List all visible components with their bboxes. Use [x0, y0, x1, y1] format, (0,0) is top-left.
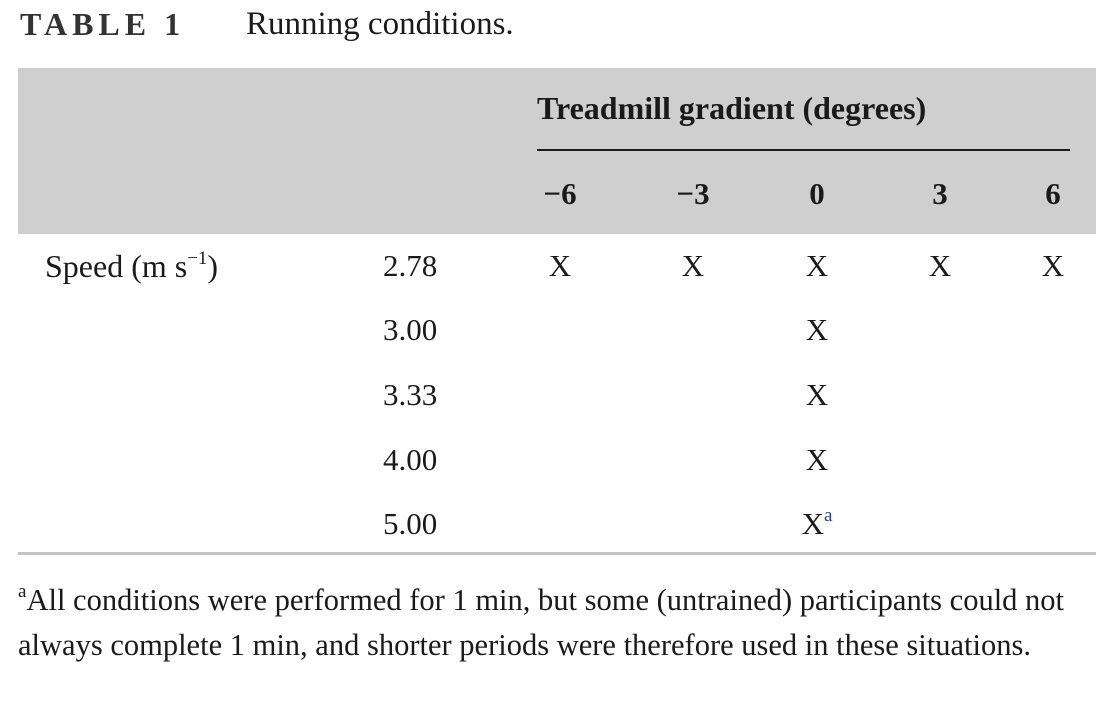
- row-header-text: Speed (m s: [45, 248, 188, 284]
- cell: X: [806, 312, 828, 348]
- speed-value: 4.00: [383, 442, 438, 477]
- cell: X: [806, 377, 828, 413]
- cell: X: [806, 442, 828, 478]
- cell: X: [549, 248, 571, 284]
- cell-mark: X: [1041, 248, 1065, 283]
- column-header: −3: [676, 176, 710, 211]
- column-header: 3: [932, 176, 948, 211]
- column-header: 0: [809, 176, 825, 211]
- header-band: [18, 68, 1096, 234]
- speed-value: 2.78: [383, 248, 438, 283]
- table-label: TABLE 1: [20, 6, 186, 42]
- footnote-mark: a: [18, 581, 27, 602]
- cell: X: [682, 248, 704, 284]
- cell-mark: X: [928, 248, 952, 283]
- group-rule: [537, 149, 1070, 151]
- cell: Xa: [802, 506, 833, 542]
- cell-mark: X: [805, 442, 829, 477]
- cell-mark: X: [805, 248, 829, 283]
- column-header: −6: [543, 176, 577, 211]
- speed-value: 5.00: [383, 506, 438, 541]
- group-header: Treadmill gradient (degrees): [537, 90, 927, 126]
- row-header-superscript: −1: [187, 248, 208, 269]
- column-header: 6: [1045, 176, 1061, 211]
- cell-mark: X: [805, 312, 829, 347]
- cell: X: [929, 248, 951, 284]
- footnote-text: All conditions were performed for 1 min,…: [18, 583, 1065, 662]
- row-header-suffix: ): [207, 248, 219, 284]
- cell-note: a: [823, 505, 833, 526]
- cell-mark: X: [801, 506, 824, 541]
- footnote: aAll conditions were performed for 1 min…: [18, 578, 1098, 668]
- cell: X: [806, 248, 828, 284]
- cell: X: [1042, 248, 1064, 284]
- cell-mark: X: [681, 248, 705, 283]
- speed-value: 3.00: [383, 312, 438, 347]
- cell-mark: X: [805, 377, 829, 412]
- bottom-rule: [18, 552, 1096, 555]
- cell-mark: X: [548, 248, 572, 283]
- table-caption: Running conditions.: [246, 6, 514, 42]
- row-header: Speed (m s−1): [45, 248, 218, 285]
- speed-value: 3.33: [383, 377, 438, 412]
